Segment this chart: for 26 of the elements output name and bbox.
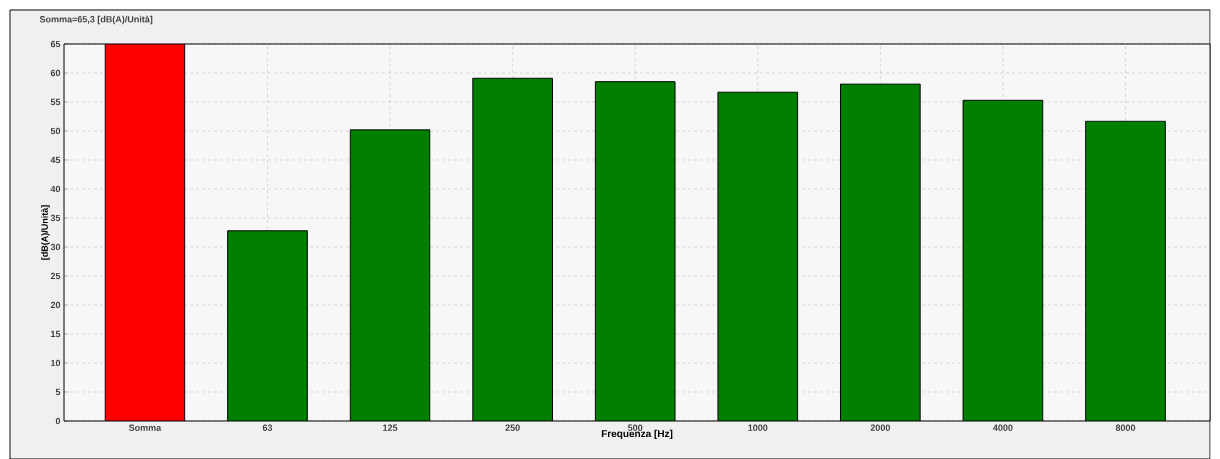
y-tick-label: 0 bbox=[55, 417, 61, 424]
x-tick-label: 4000 bbox=[993, 424, 1013, 431]
x-axis-title: Frequenza [Hz] bbox=[601, 429, 673, 439]
y-tick-label: 25 bbox=[50, 272, 61, 279]
y-tick-label: 50 bbox=[50, 127, 61, 134]
y-tick-label: 65 bbox=[50, 40, 61, 47]
x-tick-label: 125 bbox=[383, 424, 398, 431]
x-tick-label: 63 bbox=[262, 424, 273, 431]
y-tick-label: 5 bbox=[55, 388, 61, 395]
y-tick-label: 45 bbox=[50, 156, 61, 163]
y-tick-label: 55 bbox=[50, 98, 61, 105]
y-axis-title: [dB(A)/Unità] bbox=[41, 205, 50, 260]
x-tick-label: 250 bbox=[505, 424, 520, 431]
y-tick-label: 20 bbox=[50, 301, 61, 308]
y-tick-label: 35 bbox=[50, 214, 61, 221]
chart-title: Somma=65,3 [dB(A)/Unità] bbox=[39, 15, 153, 24]
x-tick-label: Somma bbox=[128, 424, 162, 431]
y-tick-label: 15 bbox=[51, 330, 61, 337]
y-tick-label: 10 bbox=[51, 359, 61, 366]
y-tick-label: 30 bbox=[50, 243, 61, 250]
x-tick-label: 2000 bbox=[870, 424, 890, 431]
x-tick-label: 1000 bbox=[748, 424, 768, 431]
y-tick-label: 40 bbox=[50, 185, 61, 192]
y-tick-label: 60 bbox=[50, 69, 61, 76]
x-tick-label: 500 bbox=[627, 424, 643, 431]
x-tick-label: 8000 bbox=[1115, 424, 1136, 431]
